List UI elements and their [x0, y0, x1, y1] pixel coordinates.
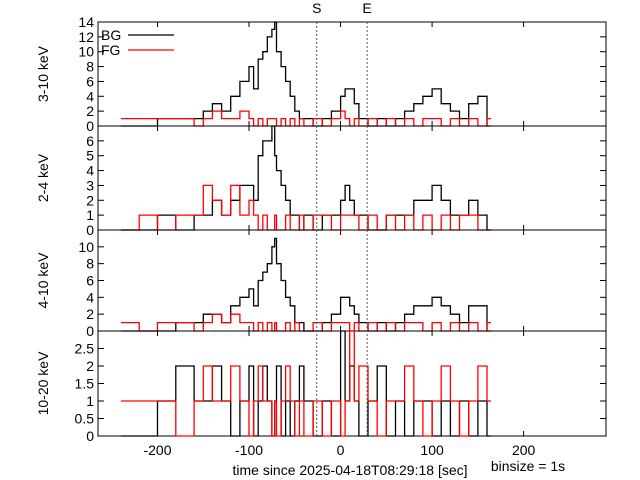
- y-axis-label: 3-10 keV: [35, 45, 51, 102]
- series-bg-line: [120, 237, 491, 332]
- x-axis-label: time since 2025-04-18T08:29:18 [sec]: [232, 462, 467, 478]
- x-tick-label: 200: [512, 442, 536, 458]
- marker-label-e: E: [362, 0, 371, 16]
- y-tick-label: 10: [78, 239, 94, 255]
- y-tick-label: 0: [86, 323, 94, 339]
- y-tick-label: 1.5: [75, 376, 95, 392]
- y-axis-label: 2-4 keV: [35, 153, 51, 202]
- marker-label-s: S: [312, 0, 321, 16]
- x-tick-label: 0: [337, 442, 345, 458]
- y-tick-label: 2: [86, 103, 94, 119]
- y-tick-label: 12: [78, 29, 94, 45]
- y-tick-label: 0: [86, 428, 94, 444]
- y-tick-label: 4: [86, 289, 94, 305]
- y-tick-label: 3: [86, 177, 94, 193]
- binsize-label: binsize = 1s: [491, 458, 565, 474]
- y-axis-label: 10-20 keV: [35, 351, 51, 415]
- panel-frame: [97, 229, 607, 332]
- legend-label-fg: FG: [101, 42, 120, 58]
- y-tick-label: 2: [86, 306, 94, 322]
- y-tick-label: 4: [86, 163, 94, 179]
- y-tick-label: 5: [86, 148, 94, 164]
- series-fg-line: [120, 110, 491, 127]
- panel-frame: [97, 330, 607, 437]
- panel-frame: [97, 21, 607, 127]
- y-tick-label: 2.5: [75, 341, 95, 357]
- x-tick-label: -200: [143, 442, 171, 458]
- y-tick-label: 1: [86, 207, 94, 223]
- y-tick-label: 0: [86, 118, 94, 134]
- y-tick-label: 8: [86, 59, 94, 75]
- panel-4: 00.5 11.5 22.5 10-20 keV: [35, 330, 607, 444]
- y-tick-label: 0: [86, 222, 94, 238]
- y-axis-label: 4-10 keV: [35, 252, 51, 309]
- series-bg-line: [120, 125, 491, 231]
- y-tick-label: 2: [86, 358, 94, 374]
- y-tick-label: 6: [86, 73, 94, 89]
- y-tick-label: 0.5: [75, 411, 95, 427]
- y-tick-label: 8: [86, 256, 94, 272]
- x-axis: -200 -100 0 100 200: [143, 442, 535, 458]
- y-tick-label: 10: [78, 44, 94, 60]
- x-tick-label: 100: [420, 442, 444, 458]
- y-tick-label: 2: [86, 192, 94, 208]
- y-tick-label: 6: [86, 273, 94, 289]
- series-fg-line: [120, 330, 491, 437]
- series-bg-line: [120, 21, 491, 127]
- x-tick-label: -100: [235, 442, 263, 458]
- y-tick-label: 4: [86, 88, 94, 104]
- y-tick-label: 1: [86, 393, 94, 409]
- series-fg-line: [120, 184, 491, 231]
- legend-label-bg: BG: [101, 27, 121, 43]
- panel-frame: [97, 125, 607, 231]
- y-tick-label: 6: [86, 133, 94, 149]
- y-tick-label: 14: [78, 14, 94, 30]
